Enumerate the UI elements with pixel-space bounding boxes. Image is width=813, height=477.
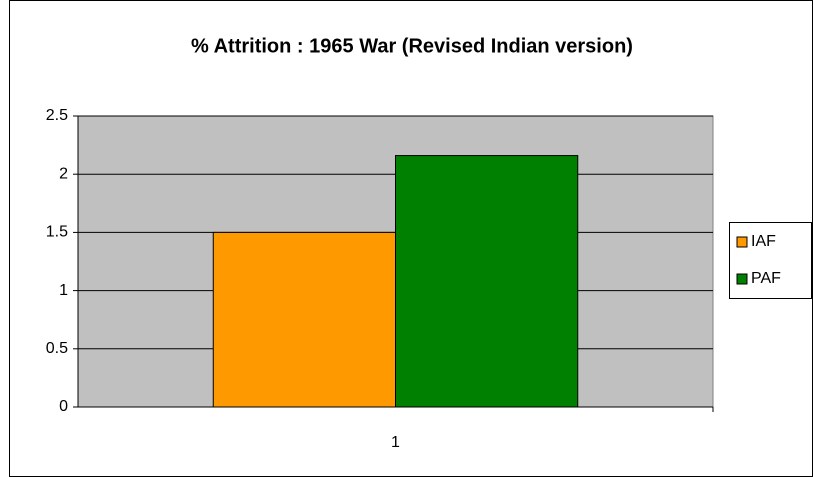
bar	[395, 155, 579, 408]
y-tick-label: 1	[59, 282, 68, 299]
legend-label: PAF	[751, 270, 781, 287]
legend-label: IAF	[751, 233, 776, 250]
y-tick-label: 2	[59, 165, 68, 182]
y-tick-label: 0	[59, 398, 68, 415]
legend-swatch	[736, 273, 748, 285]
legend-box	[729, 222, 812, 299]
y-tick-label: 2.5	[46, 107, 68, 124]
chart-title: % Attrition : 1965 War (Revised Indian v…	[191, 35, 633, 57]
x-tick-label: 1	[391, 434, 400, 451]
y-tick-label: 0.5	[46, 340, 68, 357]
legend-swatch	[736, 236, 748, 248]
y-tick-label: 1.5	[46, 224, 68, 241]
bar	[212, 231, 396, 408]
